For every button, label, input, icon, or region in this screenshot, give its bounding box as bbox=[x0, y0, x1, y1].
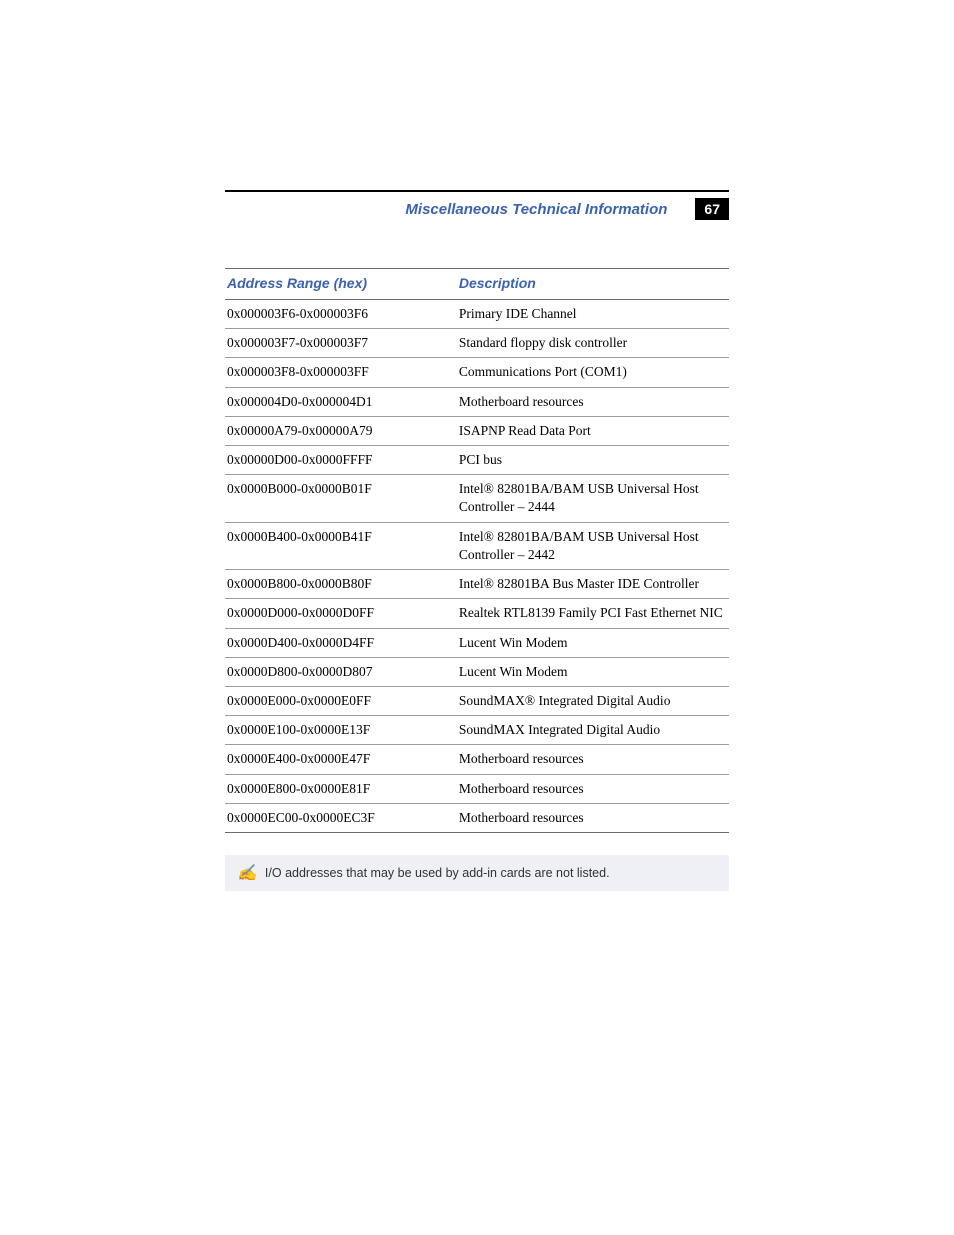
cell-address: 0x0000E400-0x0000E47F bbox=[225, 745, 457, 774]
table-row: 0x00000A79-0x00000A79ISAPNP Read Data Po… bbox=[225, 416, 729, 445]
cell-description: Standard floppy disk controller bbox=[457, 329, 729, 358]
cell-description: Intel® 82801BA/BAM USB Universal Host Co… bbox=[457, 475, 729, 522]
col-header-description: Description bbox=[457, 269, 729, 300]
cell-address: 0x0000B400-0x0000B41F bbox=[225, 522, 457, 569]
table-row: 0x000004D0-0x000004D1Motherboard resourc… bbox=[225, 387, 729, 416]
cell-address: 0x00000A79-0x00000A79 bbox=[225, 416, 457, 445]
cell-description: Primary IDE Channel bbox=[457, 299, 729, 328]
cell-description: Motherboard resources bbox=[457, 774, 729, 803]
col-header-address: Address Range (hex) bbox=[225, 269, 457, 300]
cell-description: Realtek RTL8139 Family PCI Fast Ethernet… bbox=[457, 599, 729, 628]
cell-description: Motherboard resources bbox=[457, 387, 729, 416]
cell-description: Intel® 82801BA Bus Master IDE Controller bbox=[457, 570, 729, 599]
cell-address: 0x0000E800-0x0000E81F bbox=[225, 774, 457, 803]
cell-address: 0x0000D800-0x0000D807 bbox=[225, 657, 457, 686]
cell-description: SoundMAX Integrated Digital Audio bbox=[457, 716, 729, 745]
cell-description: SoundMAX® Integrated Digital Audio bbox=[457, 686, 729, 715]
cell-description: Motherboard resources bbox=[457, 745, 729, 774]
cell-description: Lucent Win Modem bbox=[457, 628, 729, 657]
cell-address: 0x0000E100-0x0000E13F bbox=[225, 716, 457, 745]
cell-address: 0x000003F8-0x000003FF bbox=[225, 358, 457, 387]
cell-description: Lucent Win Modem bbox=[457, 657, 729, 686]
cell-description: Communications Port (COM1) bbox=[457, 358, 729, 387]
cell-address: 0x0000D400-0x0000D4FF bbox=[225, 628, 457, 657]
cell-address: 0x0000E000-0x0000E0FF bbox=[225, 686, 457, 715]
table-row: 0x000003F7-0x000003F7Standard floppy dis… bbox=[225, 329, 729, 358]
table-row: 0x0000E800-0x0000E81FMotherboard resourc… bbox=[225, 774, 729, 803]
cell-description: Intel® 82801BA/BAM USB Universal Host Co… bbox=[457, 522, 729, 569]
cell-address: 0x0000EC00-0x0000EC3F bbox=[225, 803, 457, 832]
cell-address: 0x000004D0-0x000004D1 bbox=[225, 387, 457, 416]
table-row: 0x00000D00-0x0000FFFFPCI bus bbox=[225, 445, 729, 474]
cell-description: ISAPNP Read Data Port bbox=[457, 416, 729, 445]
page: Miscellaneous Technical Information 67 A… bbox=[0, 0, 954, 1235]
page-header: Miscellaneous Technical Information 67 bbox=[225, 190, 729, 220]
cell-address: 0x0000B000-0x0000B01F bbox=[225, 475, 457, 522]
section-title: Miscellaneous Technical Information bbox=[405, 201, 667, 218]
table-row: 0x0000D000-0x0000D0FFRealtek RTL8139 Fam… bbox=[225, 599, 729, 628]
pencil-icon: ✍ bbox=[237, 863, 257, 883]
cell-address: 0x00000D00-0x0000FFFF bbox=[225, 445, 457, 474]
cell-address: 0x000003F7-0x000003F7 bbox=[225, 329, 457, 358]
table-row: 0x0000B800-0x0000B80FIntel® 82801BA Bus … bbox=[225, 570, 729, 599]
footnote-text: I/O addresses that may be used by add-in… bbox=[265, 866, 610, 880]
table-row: 0x0000E400-0x0000E47FMotherboard resourc… bbox=[225, 745, 729, 774]
table-row: 0x0000D800-0x0000D807Lucent Win Modem bbox=[225, 657, 729, 686]
table-body: 0x000003F6-0x000003F6Primary IDE Channel… bbox=[225, 299, 729, 832]
cell-address: 0x0000D000-0x0000D0FF bbox=[225, 599, 457, 628]
footnote: ✍ I/O addresses that may be used by add-… bbox=[225, 855, 729, 891]
cell-address: 0x0000B800-0x0000B80F bbox=[225, 570, 457, 599]
page-number-badge: 67 bbox=[695, 198, 729, 220]
io-address-table: Address Range (hex) Description 0x000003… bbox=[225, 268, 729, 833]
table-row: 0x0000EC00-0x0000EC3FMotherboard resourc… bbox=[225, 803, 729, 832]
table-row: 0x0000B400-0x0000B41FIntel® 82801BA/BAM … bbox=[225, 522, 729, 569]
table-header-row: Address Range (hex) Description bbox=[225, 269, 729, 300]
table-row: 0x000003F6-0x000003F6Primary IDE Channel bbox=[225, 299, 729, 328]
table-row: 0x0000B000-0x0000B01FIntel® 82801BA/BAM … bbox=[225, 475, 729, 522]
table-row: 0x0000D400-0x0000D4FFLucent Win Modem bbox=[225, 628, 729, 657]
cell-address: 0x000003F6-0x000003F6 bbox=[225, 299, 457, 328]
table-row: 0x0000E000-0x0000E0FFSoundMAX® Integrate… bbox=[225, 686, 729, 715]
table-row: 0x000003F8-0x000003FFCommunications Port… bbox=[225, 358, 729, 387]
table-row: 0x0000E100-0x0000E13FSoundMAX Integrated… bbox=[225, 716, 729, 745]
cell-description: PCI bus bbox=[457, 445, 729, 474]
cell-description: Motherboard resources bbox=[457, 803, 729, 832]
